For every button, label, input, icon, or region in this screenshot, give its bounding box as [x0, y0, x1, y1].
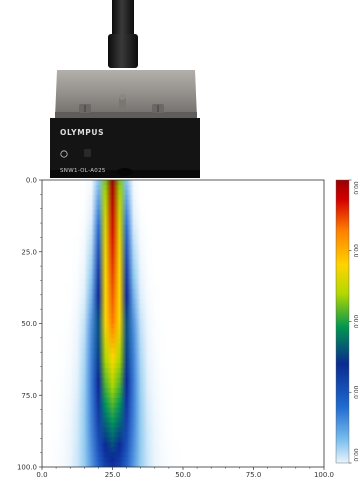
- probe-body: [50, 118, 200, 178]
- heatmap-row: [42, 417, 324, 424]
- probe-connector-slot: [84, 149, 91, 157]
- colorbar-label: 00.0: [352, 181, 358, 195]
- heatmap-row: [42, 308, 324, 315]
- heatmap-row: [42, 328, 324, 334]
- heatmap-row: [42, 422, 324, 429]
- x-tick-label: 100.0: [314, 471, 334, 479]
- screw-center: [119, 94, 126, 111]
- beam-heatmap: [42, 180, 324, 467]
- x-tick-label: 50.0: [175, 471, 191, 479]
- transducer-probe: OLYMPUS SNW1-OL-A025: [50, 0, 200, 178]
- colorbar-label: 00.0: [352, 244, 358, 258]
- colorbar-bar: [335, 179, 350, 464]
- heatmap-row: [42, 180, 324, 186]
- heatmap-row: [42, 189, 324, 196]
- heatmap-row: [42, 323, 324, 330]
- heatmap-row: [42, 397, 324, 404]
- y-axis: 0.0 25.0 50.0 75.0 100.0: [17, 177, 42, 472]
- heatmap-row: [42, 427, 324, 433]
- heatmap-row: [42, 249, 324, 255]
- colorbar: 00.0 00.0 00.0 00.0 00.0: [335, 179, 358, 464]
- heatmap-row: [42, 377, 324, 384]
- probe-cable: [112, 0, 134, 36]
- heatmap-row: [42, 372, 324, 379]
- heatmap-row: [42, 298, 324, 305]
- heatmap-row: [42, 224, 324, 231]
- heatmap-row: [42, 293, 324, 300]
- heatmap-row: [42, 229, 324, 236]
- y-tick-label: 25.0: [21, 248, 37, 256]
- x-tick-label: 75.0: [246, 471, 262, 479]
- heatmap-row: [42, 204, 324, 211]
- heatmap-row: [42, 199, 324, 206]
- heatmap-row: [42, 184, 324, 191]
- heatmap-row: [42, 432, 324, 438]
- heatmap-row: [42, 412, 324, 419]
- heatmap-row: [42, 264, 324, 270]
- heatmap-row: [42, 363, 324, 369]
- screw-left: [79, 104, 91, 113]
- heatmap-row: [42, 209, 324, 216]
- heatmap-row: [42, 353, 324, 359]
- probe-top-housing: [55, 70, 197, 118]
- heatmap-row: [42, 348, 324, 354]
- x-tick-label: 25.0: [105, 471, 121, 479]
- heatmap-row: [42, 462, 324, 467]
- heatmap-row: [42, 313, 324, 320]
- x-axis: 0.0 25.0 50.0 75.0 100.0: [36, 467, 334, 479]
- heatmap-row: [42, 442, 324, 448]
- heatmap-row: [42, 358, 324, 364]
- y-tick-label: 75.0: [21, 392, 37, 400]
- heatmap-row: [42, 214, 324, 221]
- heatmap-row: [42, 437, 324, 443]
- probe-indicator-ring: [60, 150, 68, 158]
- heatmap-row: [42, 318, 324, 325]
- heatmap-row: [42, 254, 324, 260]
- heatmap-row: [42, 239, 324, 245]
- heatmap-row: [42, 219, 324, 226]
- heatmap-row: [42, 234, 324, 240]
- probe-element-face: [117, 168, 133, 176]
- heatmap-row: [42, 407, 324, 414]
- cable-strain-relief: [108, 34, 138, 68]
- y-tick-label: 0.0: [26, 177, 37, 185]
- heatmap-row: [42, 343, 324, 349]
- heatmap-row: [42, 452, 324, 458]
- probe-model-label: SNW1-OL-A025: [60, 168, 106, 174]
- heatmap-row: [42, 283, 324, 290]
- heatmap-row: [42, 382, 324, 389]
- heatmap-row: [42, 274, 324, 280]
- colorbar-label: 00.0: [352, 448, 358, 462]
- heatmap-row: [42, 288, 324, 295]
- heatmap-row: [42, 194, 324, 201]
- x-tick-label: 0.0: [36, 471, 47, 479]
- heatmap-row: [42, 303, 324, 310]
- heatmap-row: [42, 457, 324, 463]
- colorbar-label: 00.0: [352, 386, 358, 400]
- heatmap-row: [42, 269, 324, 275]
- y-tick-label: 100.0: [17, 464, 37, 472]
- screw-right: [152, 104, 164, 113]
- heatmap-row: [42, 402, 324, 409]
- heatmap-row: [42, 392, 324, 399]
- heatmap-row: [42, 278, 324, 285]
- heatmap-row: [42, 447, 324, 453]
- colorbar-ticks: 00.0 00.0 00.0 00.0 00.0: [349, 179, 358, 464]
- heatmap-row: [42, 387, 324, 394]
- heatmap-row: [42, 333, 324, 339]
- colorbar-label: 00.0: [352, 315, 358, 329]
- heatmap-row: [42, 368, 324, 374]
- probe-brand-logo: OLYMPUS: [60, 128, 104, 137]
- heatmap-row: [42, 244, 324, 250]
- heatmap-row: [42, 338, 324, 344]
- heatmap-row: [42, 259, 324, 265]
- y-tick-label: 50.0: [21, 320, 37, 328]
